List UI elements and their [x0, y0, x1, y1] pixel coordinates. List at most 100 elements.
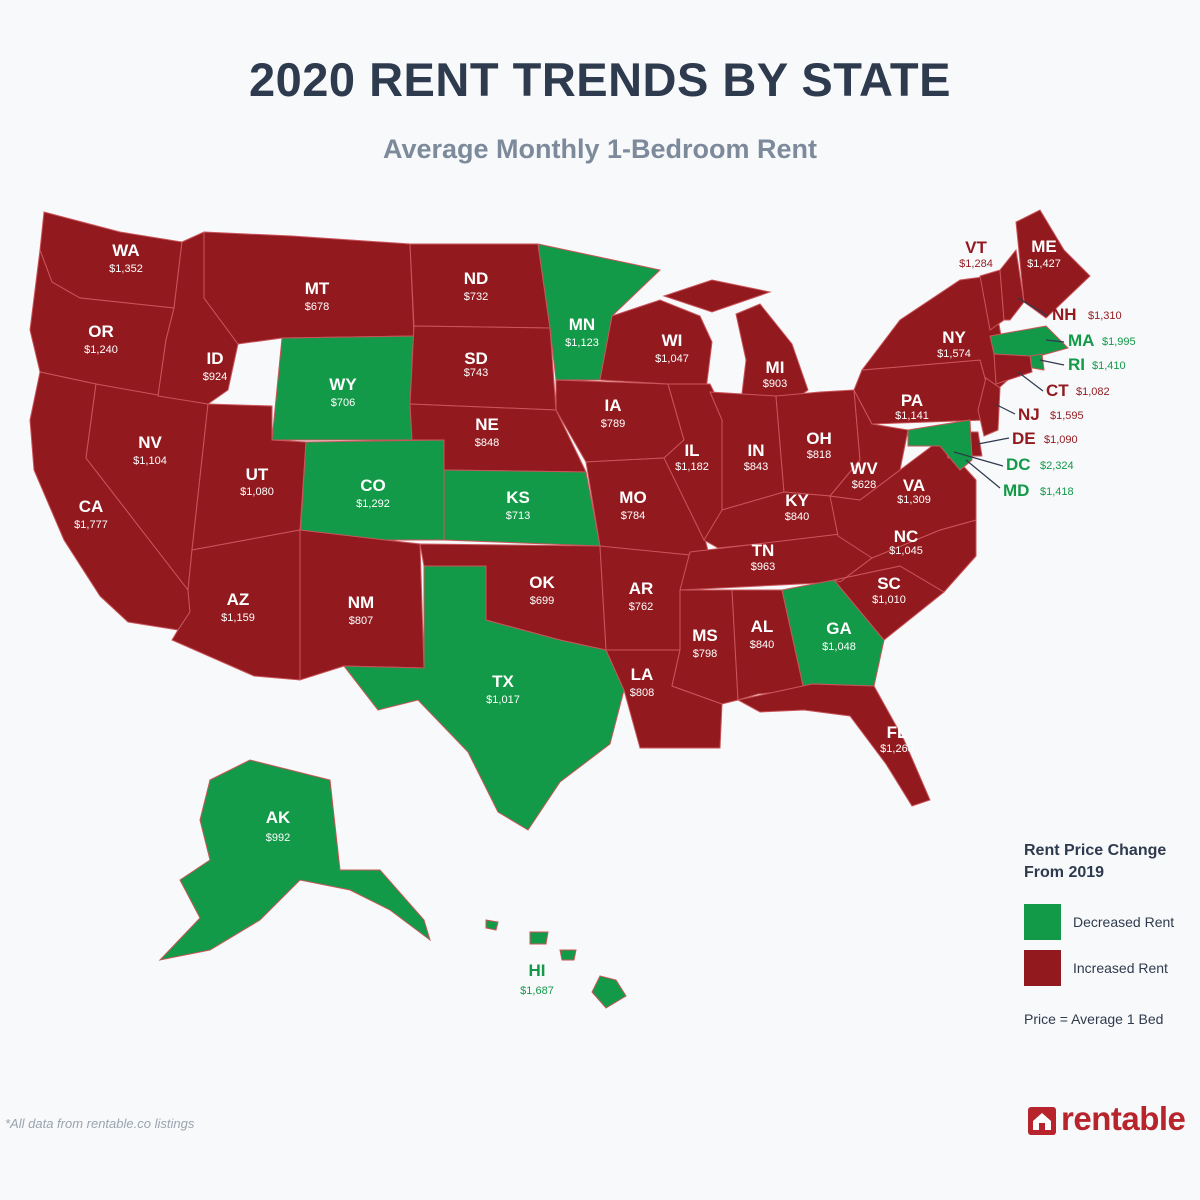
state-nj [977, 377, 1001, 437]
state-rent-nv: $1,104 [133, 455, 167, 467]
state-code-az: AZ [227, 590, 250, 609]
state-nh [999, 248, 1025, 321]
legend-swatch-increased [1024, 950, 1061, 986]
state-code-ar: AR [629, 579, 654, 598]
state-rent-dc: $2,324 [1040, 460, 1074, 472]
state-rent-or: $1,240 [84, 344, 118, 356]
state-code-ia: IA [605, 396, 622, 415]
state-rent-mt: $678 [305, 301, 329, 313]
legend-label-decreased: Decreased Rent [1073, 914, 1175, 930]
state-rent-ak: $992 [266, 832, 290, 844]
state-code-wa: WA [112, 241, 139, 260]
state-rent-fl: $1,268 [880, 743, 914, 755]
state-code-fl: FL [887, 723, 908, 742]
state-code-wy: WY [329, 375, 357, 394]
state-ma [989, 325, 1069, 359]
state-code-id: ID [207, 349, 224, 368]
state-rent-md: $1,418 [1040, 486, 1074, 498]
house-icon [1028, 1107, 1056, 1135]
legend-item-increased: Increased Rent [1024, 950, 1199, 986]
state-rent-vt: $1,284 [959, 258, 993, 270]
state-code-ga: GA [826, 619, 852, 638]
footnote: *All data from rentable.co listings [5, 1116, 195, 1131]
state-code-mn: MN [569, 315, 595, 334]
state-code-in: IN [748, 441, 765, 460]
state-ks [443, 469, 601, 547]
state-rent-ks: $713 [506, 510, 530, 522]
state-code-nd: ND [464, 269, 489, 288]
state-code-va: VA [903, 476, 925, 495]
legend-note: Price = Average 1 Bed [1024, 1011, 1164, 1027]
state-code-mo: MO [619, 488, 646, 507]
legend-item-decreased: Decreased Rent [1024, 904, 1199, 940]
state-ri [1029, 353, 1045, 371]
state-code-co: CO [360, 476, 386, 495]
state-rent-pa: $1,141 [895, 410, 929, 422]
state-code-ak: AK [266, 808, 291, 827]
state-code-pa: PA [901, 391, 923, 410]
state-rent-ga: $1,048 [822, 641, 856, 653]
state-rent-nc: $1,045 [889, 545, 923, 557]
callout-line-md [965, 459, 1001, 489]
state-rent-me: $1,427 [1027, 258, 1061, 270]
state-code-dc: DC [1006, 455, 1031, 474]
state-code-al: AL [751, 617, 774, 636]
callout-line-de [977, 437, 1010, 445]
state-rent-co: $1,292 [356, 498, 390, 510]
state-code-ky: KY [785, 491, 809, 510]
state-code-nh: NH [1052, 305, 1077, 324]
state-hi [485, 919, 627, 1009]
callout-line-dc [953, 451, 1004, 467]
state-ct [993, 353, 1033, 385]
state-rent-ma: $1,995 [1102, 336, 1136, 348]
state-fl [736, 683, 931, 807]
state-rent-mi: $903 [763, 378, 787, 390]
state-code-ct: CT [1046, 381, 1069, 400]
state-code-vt: VT [965, 238, 987, 257]
state-code-la: LA [631, 665, 654, 684]
state-rent-nj: $1,595 [1050, 410, 1084, 422]
state-code-de: DE [1012, 429, 1036, 448]
state-code-tn: TN [752, 541, 775, 560]
state-rent-ut: $1,080 [240, 486, 274, 498]
page-subtitle: Average Monthly 1-Bedroom Rent [382, 134, 818, 164]
state-rent-ri: $1,410 [1092, 360, 1126, 372]
legend-label-increased: Increased Rent [1073, 960, 1168, 976]
state-rent-al: $840 [750, 639, 774, 651]
page-title: 2020 RENT TRENDS BY STATE [249, 53, 951, 106]
state-rent-nh: $1,310 [1088, 310, 1122, 322]
state-code-ok: OK [529, 573, 555, 592]
state-rent-wv: $628 [852, 479, 876, 491]
state-code-ny: NY [942, 328, 966, 347]
state-rent-mo: $784 [621, 510, 645, 522]
callout-line-nh [1017, 297, 1049, 317]
state-rent-sd: $743 [464, 367, 488, 379]
state-code-nj: NJ [1018, 405, 1040, 424]
state-code-tx: TX [492, 672, 514, 691]
state-rent-la: $808 [630, 687, 654, 699]
state-code-oh: OH [806, 429, 832, 448]
state-rent-wy: $706 [331, 397, 355, 409]
state-code-mt: MT [305, 279, 330, 298]
state-code-ma: MA [1068, 331, 1094, 350]
state-wi [599, 299, 713, 391]
state-rent-wi: $1,047 [655, 353, 689, 365]
state-rent-ok: $699 [530, 595, 554, 607]
state-rent-wa: $1,352 [109, 263, 143, 275]
legend-swatch-decreased [1024, 904, 1061, 940]
state-rent-nd: $732 [464, 291, 488, 303]
state-code-ri: RI [1068, 355, 1085, 374]
state-code-md: MD [1003, 481, 1029, 500]
state-rent-de: $1,090 [1044, 434, 1078, 446]
state-rent-ms: $798 [693, 648, 717, 660]
callout-line-ct [1017, 371, 1044, 392]
state-md [907, 419, 973, 471]
state-code-me: ME [1031, 237, 1057, 256]
state-code-nv: NV [138, 433, 162, 452]
state-rent-tx: $1,017 [486, 694, 520, 706]
state-rent-tn: $963 [751, 561, 775, 573]
callout-line-nj [994, 403, 1016, 415]
state-rent-ar: $762 [629, 601, 653, 613]
state-rent-ny: $1,574 [937, 348, 971, 360]
